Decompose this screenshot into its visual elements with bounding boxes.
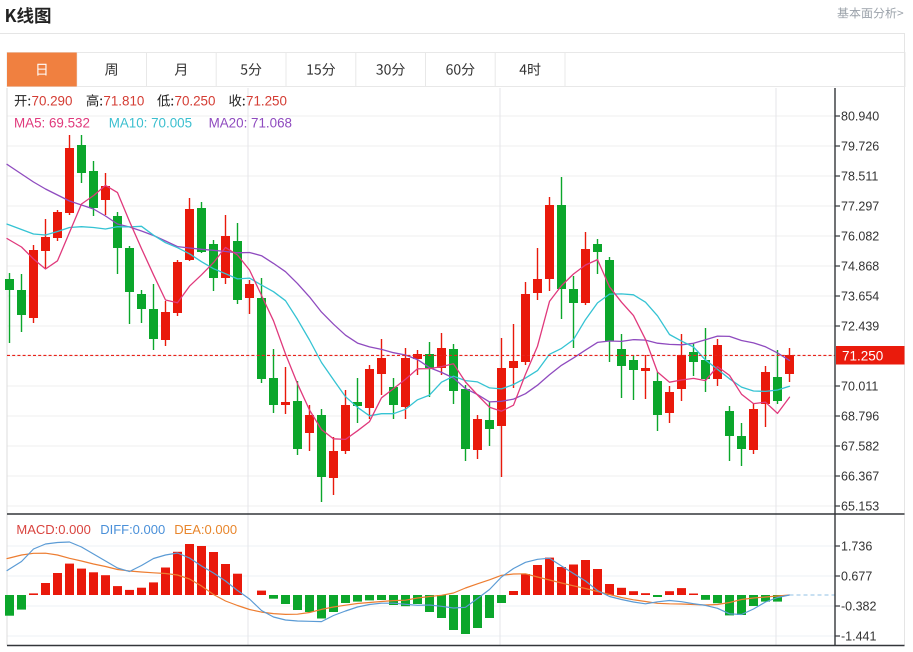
svg-text:-1.441: -1.441	[841, 630, 876, 644]
svg-text:72.439: 72.439	[841, 320, 879, 334]
svg-text:67.582: 67.582	[841, 440, 879, 454]
svg-text:78.511: 78.511	[841, 170, 878, 184]
svg-text:68.796: 68.796	[841, 410, 879, 424]
svg-text:71.250: 71.250	[842, 349, 883, 364]
svg-text:70.250: 70.250	[175, 94, 216, 109]
svg-text:MA20: 71.068: MA20: 71.068	[209, 115, 292, 130]
svg-text:-0.382: -0.382	[841, 600, 876, 614]
svg-text:0.677: 0.677	[841, 570, 872, 584]
svg-text:1.736: 1.736	[841, 540, 872, 554]
svg-text:MA5: 69.532: MA5: 69.532	[14, 115, 90, 130]
svg-text:80.940: 80.940	[841, 110, 879, 124]
svg-text:74.868: 74.868	[841, 260, 879, 274]
svg-text:DIFF:0.000: DIFF:0.000	[100, 522, 165, 537]
svg-text:MA10: 70.005: MA10: 70.005	[109, 115, 192, 130]
svg-text:70.011: 70.011	[841, 380, 878, 394]
svg-text:71.250: 71.250	[246, 94, 287, 109]
svg-text:77.297: 77.297	[841, 200, 879, 214]
svg-text:73.654: 73.654	[841, 290, 879, 304]
svg-text:65.153: 65.153	[841, 500, 879, 514]
svg-text:MACD:0.000: MACD:0.000	[16, 522, 90, 537]
svg-text:71.810: 71.810	[103, 94, 144, 109]
svg-text:66.367: 66.367	[841, 470, 879, 484]
svg-text:76.082: 76.082	[841, 230, 879, 244]
svg-text:DEA:0.000: DEA:0.000	[174, 522, 237, 537]
svg-text:70.290: 70.290	[32, 94, 73, 109]
svg-text:79.726: 79.726	[841, 140, 879, 154]
